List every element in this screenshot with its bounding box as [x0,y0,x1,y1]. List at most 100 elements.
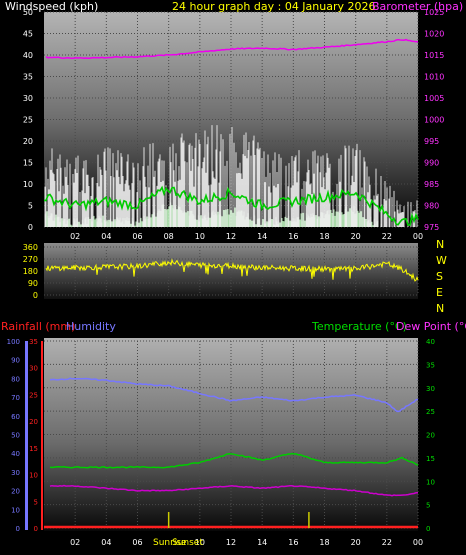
humidity-y-tick-label: 80 [11,375,20,383]
humidity-y-tick-label: 50 [11,432,20,440]
humidity-x-tick-label: 14 [257,538,267,547]
wind-x-tick-label: 02 [70,232,80,241]
wind-x-tick-label: 16 [288,232,298,241]
humidity-x-tick-label: 10 [195,538,205,547]
humidity-y-tick-label: 90 [11,357,20,365]
wind-x-tick-label: 22 [382,232,392,241]
temperature-y-tick-label: 20 [426,432,435,440]
direction-y-tick-label: 90 [28,279,38,288]
temperature-y-tick-label: 5 [426,502,430,510]
humidity-y-tick-label: 100 [7,338,20,346]
humidity-y-tick-label: 10 [11,506,20,514]
sunset-label: Sunset [172,538,203,548]
rainfall-y-tick-label: 20 [29,418,38,426]
average-wind-line [43,185,419,226]
temperature-y-tick-label: 10 [426,478,435,486]
barometer-axis-title: Barometer (hpa) [372,0,464,13]
wind-y-tick-label: 45 [23,30,33,39]
dewpoint-axis-title: Dew Point (°C) [396,320,466,333]
barometer-y-tick-label: 985 [424,180,439,189]
wind-x-tick-label: 20 [351,232,361,241]
humidity-y-tick-label: 70 [11,394,20,402]
humidity-y-tick-label: 30 [11,469,20,477]
wind-y-tick-label: 40 [23,51,33,60]
temperature-y-tick-label: 15 [426,455,435,463]
wind-x-tick-label: 18 [319,232,329,241]
direction-y-tick-label: 270 [23,255,38,264]
rainfall-axis-bar [41,341,43,530]
wind-dir-letter-w: W [436,254,447,267]
wind-x-tick-label: 10 [195,232,205,241]
barometer-line [45,38,419,59]
rainfall-y-tick-label: 10 [29,472,38,480]
humidity-x-tick-label: 02 [70,538,80,547]
rainfall-y-tick-label: 0 [34,525,38,533]
direction-panel-grid [44,246,419,296]
wind-x-tick-label: 00 [413,232,423,241]
wind-gust-spikes [44,125,418,227]
humidity-y-tick-label: 20 [11,488,20,496]
barometer-y-tick-label: 1010 [424,73,444,82]
wind-dir-letter-n-bottom: N [436,302,445,315]
humidity-panel-grid [44,340,419,529]
wind-x-tick-label: 08 [164,232,174,241]
humidity-y-tick-label: 60 [11,413,20,421]
wind-y-tick-label: 15 [23,159,33,168]
rainfall-y-tick-label: 5 [34,498,38,506]
humidity-x-tick-label: 20 [351,538,361,547]
humidity-x-tick-label: 22 [382,538,392,547]
wind-dir-letter-e: E [436,286,443,299]
barometer-y-tick-label: 1000 [424,116,444,125]
wind-x-tick-label: 06 [132,232,142,241]
wind-x-tick-label: 12 [226,232,236,241]
temperature-axis-title: Temperature (°C) [312,320,407,333]
wind-y-tick-label: 0 [28,223,33,232]
rainfall-y-tick-label: 15 [29,445,38,453]
barometer-y-tick-label: 1020 [424,30,444,39]
humidity-x-tick-label: 12 [226,538,236,547]
wind-y-tick-label: 30 [23,94,33,103]
direction-y-tick-label: 180 [23,267,38,276]
temperature-y-tick-label: 25 [426,408,435,416]
wind-y-tick-label: 50 [23,8,33,17]
wind-direction-line [45,258,419,282]
barometer-y-tick-label: 1025 [424,8,444,17]
barometer-y-tick-label: 995 [424,137,439,146]
temperature-line [49,452,419,469]
humidity-axis-title: Humidity [66,320,116,333]
wind-y-tick-label: 25 [23,116,33,125]
temperature-y-tick-label: 35 [426,361,435,369]
barometer-y-tick-label: 1015 [424,51,444,60]
wind-x-tick-label: 04 [101,232,111,241]
temperature-y-tick-label: 30 [426,385,435,393]
humidity-axis-bar [25,341,28,530]
wind-panel-series [43,38,419,226]
humidity-y-tick-label: 0 [16,525,20,533]
dewpoint-line [49,484,418,497]
windspeed-axis-title: Windspeed (kph) [5,0,99,13]
humidity-x-tick-label: 16 [288,538,298,547]
wind-y-tick-label: 35 [23,73,33,82]
rainfall-y-tick-label: 25 [29,391,38,399]
sunrise-label: Sunrise [153,538,187,548]
barometer-y-tick-label: 980 [424,202,439,211]
wind-y-tick-label: 20 [23,137,33,146]
rainfall-axis-title: Rainfall (mm) [1,320,76,333]
humidity-y-tick-label: 40 [11,450,20,458]
temperature-y-tick-label: 40 [426,338,435,346]
rainfall-y-tick-label: 30 [29,365,38,373]
chart-title: 24 hour graph day : 04 January 2026 [172,0,376,13]
wind-dir-letter-n-top: N [436,238,445,251]
wind-x-tick-label: 14 [257,232,267,241]
humidity-panel-series [44,377,419,529]
wind-y-tick-label: 10 [23,180,33,189]
humidity-x-tick-label: 06 [132,538,142,547]
barometer-y-tick-label: 990 [424,159,439,168]
humidity-x-tick-label: 04 [101,538,111,547]
humidity-x-tick-label: 00 [413,538,423,547]
humidity-x-tick-label: 18 [319,538,329,547]
humidity-line [49,377,419,413]
wind-dir-letter-s: S [436,270,443,283]
